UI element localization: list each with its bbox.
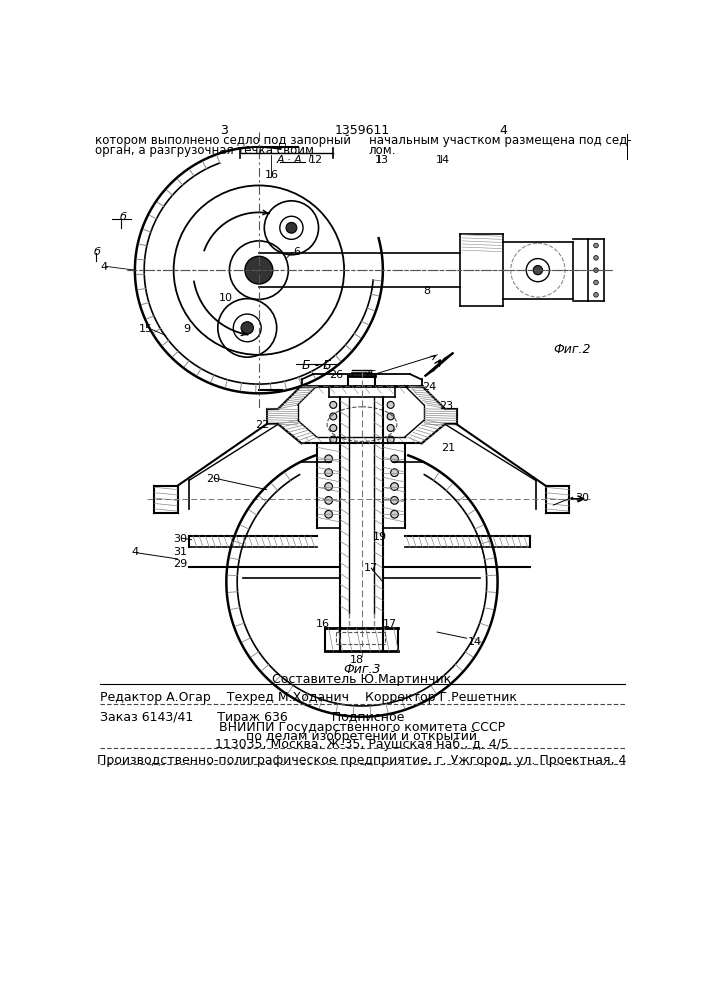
Text: 31: 31 [174, 547, 187, 557]
Text: 14: 14 [468, 637, 482, 647]
Text: 12: 12 [309, 155, 323, 165]
Circle shape [387, 436, 394, 443]
Circle shape [241, 322, 253, 334]
Circle shape [325, 497, 332, 504]
Circle shape [329, 436, 337, 443]
Circle shape [286, 222, 297, 233]
Circle shape [533, 266, 542, 275]
Text: А · А: А · А [277, 155, 303, 165]
Text: начальным участком размещена под сед-: начальным участком размещена под сед- [369, 134, 631, 147]
Text: б: б [119, 212, 127, 222]
Text: 4: 4 [100, 262, 107, 272]
Text: 10: 10 [218, 293, 233, 303]
Text: лом.: лом. [369, 144, 397, 157]
Text: ВНИИПИ Государственного комитета СССР: ВНИИПИ Государственного комитета СССР [219, 721, 505, 734]
Circle shape [387, 413, 394, 420]
Text: 16: 16 [315, 619, 329, 629]
Circle shape [391, 455, 398, 463]
Circle shape [391, 497, 398, 504]
Circle shape [391, 469, 398, 477]
Text: Производственно-полиграфическое предприятие, г. Ужгород, ул. Проектная, 4: Производственно-полиграфическое предприя… [98, 754, 626, 767]
Circle shape [325, 510, 332, 518]
Circle shape [325, 469, 332, 477]
Circle shape [594, 268, 598, 272]
Text: 3: 3 [220, 124, 228, 137]
Circle shape [387, 425, 394, 431]
Text: 26: 26 [329, 370, 343, 380]
Text: 13: 13 [375, 155, 389, 165]
Text: 30: 30 [174, 534, 187, 544]
Text: 17: 17 [363, 563, 378, 573]
Text: 6: 6 [293, 247, 300, 257]
Text: 18: 18 [351, 655, 364, 665]
Text: Редактор А.Огар    Техред М.Ходанич    Корректор Г.Решетник: Редактор А.Огар Техред М.Ходанич Коррект… [100, 691, 517, 704]
Circle shape [329, 401, 337, 408]
Text: 24: 24 [421, 382, 436, 392]
Circle shape [387, 401, 394, 408]
Text: 4: 4 [131, 547, 138, 557]
Circle shape [325, 483, 332, 490]
Text: 21: 21 [441, 443, 455, 453]
Text: 4: 4 [499, 124, 507, 137]
Circle shape [245, 256, 273, 284]
Circle shape [594, 280, 598, 285]
Text: 9: 9 [183, 324, 190, 334]
Text: 1359611: 1359611 [334, 124, 390, 137]
Text: 30: 30 [575, 493, 589, 503]
Text: 8: 8 [423, 286, 431, 296]
Text: 23: 23 [440, 401, 454, 411]
Text: 14: 14 [436, 155, 450, 165]
Text: по делам изобретений и открытий: по делам изобретений и открытий [247, 730, 477, 743]
Text: 113035, Москва, Ж-35, Раушская наб., д. 4/5: 113035, Москва, Ж-35, Раушская наб., д. … [215, 738, 509, 751]
Text: 17: 17 [383, 619, 397, 629]
Text: 16: 16 [265, 170, 279, 180]
Text: Заказ 6143/41      Тираж 636           Подписное: Заказ 6143/41 Тираж 636 Подписное [100, 711, 404, 724]
Text: 22: 22 [255, 420, 269, 430]
Circle shape [594, 243, 598, 248]
Circle shape [594, 256, 598, 260]
Circle shape [594, 292, 598, 297]
Text: б: б [94, 247, 100, 257]
Text: Б - Б: Б - Б [302, 359, 332, 372]
Text: 19: 19 [373, 532, 387, 542]
Text: Фиг.2: Фиг.2 [554, 343, 591, 356]
Circle shape [391, 510, 398, 518]
Text: 20: 20 [206, 474, 221, 484]
Text: 29: 29 [174, 559, 188, 569]
Circle shape [329, 413, 337, 420]
Circle shape [325, 455, 332, 463]
Text: 15: 15 [139, 324, 153, 334]
Text: орган, а разгрузочная течка своим: орган, а разгрузочная течка своим [95, 144, 314, 157]
Text: котором выполнено седло под запорный: котором выполнено седло под запорный [95, 134, 351, 147]
Text: Фиг.3: Фиг.3 [343, 663, 380, 676]
Circle shape [329, 425, 337, 431]
Text: 25: 25 [363, 370, 378, 380]
Text: Составитель Ю.Мартинчик: Составитель Ю.Мартинчик [272, 673, 452, 686]
Circle shape [391, 483, 398, 490]
